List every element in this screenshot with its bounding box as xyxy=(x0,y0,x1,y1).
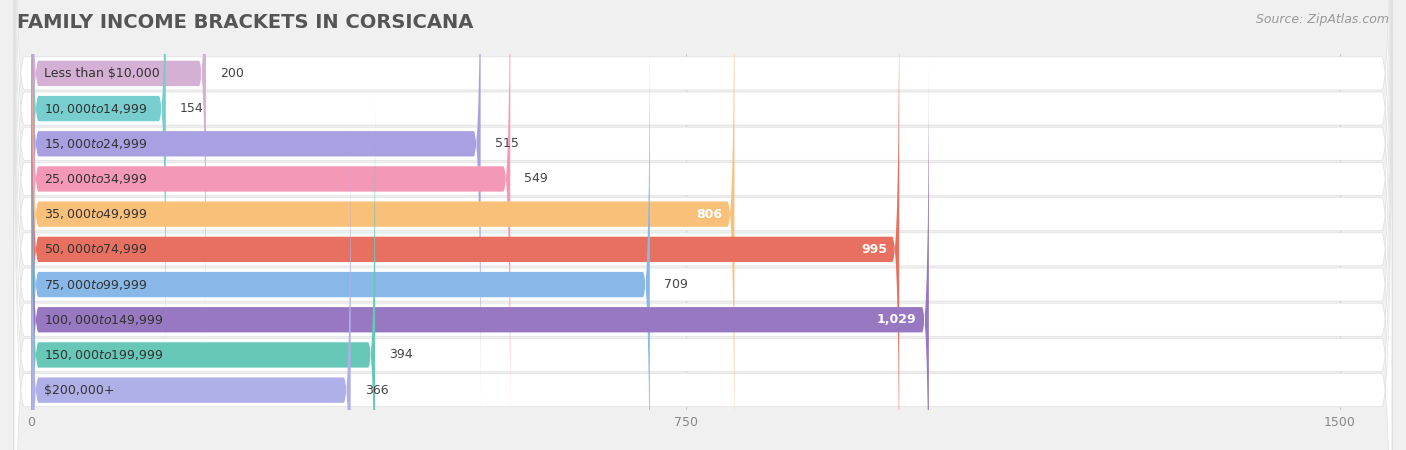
Text: Less than $10,000: Less than $10,000 xyxy=(44,67,159,80)
FancyBboxPatch shape xyxy=(14,0,1392,450)
FancyBboxPatch shape xyxy=(14,0,1392,450)
FancyBboxPatch shape xyxy=(31,0,900,450)
FancyBboxPatch shape xyxy=(14,0,1392,450)
FancyBboxPatch shape xyxy=(14,0,1392,450)
FancyBboxPatch shape xyxy=(31,0,481,413)
Text: $100,000 to $149,999: $100,000 to $149,999 xyxy=(44,313,163,327)
FancyBboxPatch shape xyxy=(31,0,205,342)
FancyBboxPatch shape xyxy=(31,0,510,448)
FancyBboxPatch shape xyxy=(31,121,350,450)
FancyBboxPatch shape xyxy=(31,86,375,450)
Text: 549: 549 xyxy=(524,172,548,185)
Text: 394: 394 xyxy=(389,348,413,361)
FancyBboxPatch shape xyxy=(14,0,1392,450)
Text: 200: 200 xyxy=(219,67,243,80)
Text: 366: 366 xyxy=(364,384,388,396)
Text: $200,000+: $200,000+ xyxy=(44,384,114,396)
Text: 515: 515 xyxy=(495,137,519,150)
Text: 995: 995 xyxy=(860,243,887,256)
FancyBboxPatch shape xyxy=(31,51,929,450)
FancyBboxPatch shape xyxy=(31,0,734,450)
Text: $25,000 to $34,999: $25,000 to $34,999 xyxy=(44,172,148,186)
Text: 1,029: 1,029 xyxy=(877,313,917,326)
FancyBboxPatch shape xyxy=(14,0,1392,450)
Text: $15,000 to $24,999: $15,000 to $24,999 xyxy=(44,137,148,151)
FancyBboxPatch shape xyxy=(14,0,1392,450)
FancyBboxPatch shape xyxy=(31,0,166,378)
FancyBboxPatch shape xyxy=(14,0,1392,450)
Text: 709: 709 xyxy=(664,278,688,291)
FancyBboxPatch shape xyxy=(14,0,1392,450)
Text: $50,000 to $74,999: $50,000 to $74,999 xyxy=(44,243,148,256)
Text: FAMILY INCOME BRACKETS IN CORSICANA: FAMILY INCOME BRACKETS IN CORSICANA xyxy=(17,14,474,32)
Text: 154: 154 xyxy=(180,102,204,115)
FancyBboxPatch shape xyxy=(31,16,650,450)
Text: $35,000 to $49,999: $35,000 to $49,999 xyxy=(44,207,148,221)
Text: $75,000 to $99,999: $75,000 to $99,999 xyxy=(44,278,148,292)
FancyBboxPatch shape xyxy=(14,0,1392,450)
Text: $10,000 to $14,999: $10,000 to $14,999 xyxy=(44,102,148,116)
Text: 806: 806 xyxy=(696,207,723,220)
Text: Source: ZipAtlas.com: Source: ZipAtlas.com xyxy=(1256,14,1389,27)
Text: $150,000 to $199,999: $150,000 to $199,999 xyxy=(44,348,163,362)
